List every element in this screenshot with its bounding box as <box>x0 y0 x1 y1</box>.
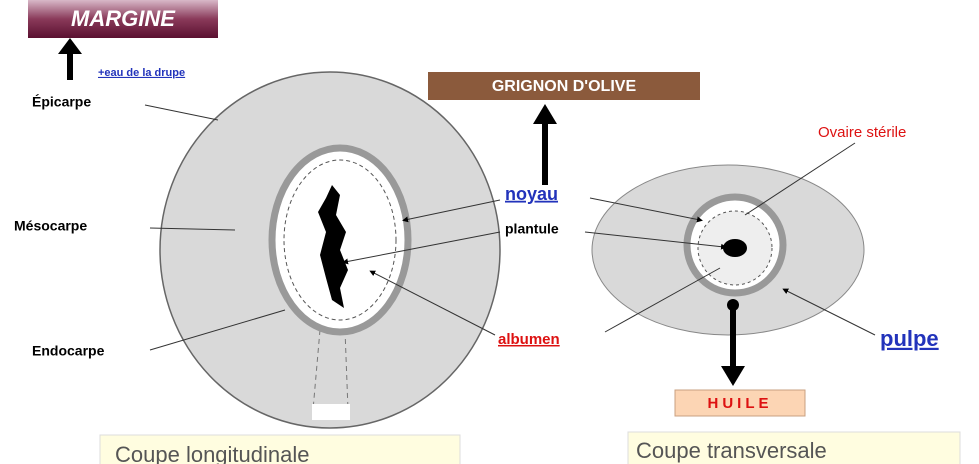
albumen-label: albumen <box>498 331 560 348</box>
arrow-head <box>533 104 557 124</box>
eau-label: +eau de la drupe <box>98 67 185 79</box>
endocarpe-label: Endocarpe <box>32 343 105 359</box>
epicarpe-label: Épicarpe <box>32 94 91 110</box>
grignon-label: GRIGNON D'OLIVE <box>492 78 637 95</box>
pulpe-label: pulpe <box>880 326 939 351</box>
plantule-label: plantule <box>505 221 559 237</box>
mesocarpe-label: Mésocarpe <box>14 218 87 234</box>
caption-transversal: Coupe transversale <box>636 438 827 463</box>
ovaire-label: Ovaire stérile <box>818 124 906 141</box>
pointer <box>145 105 218 120</box>
noyau-label: noyau <box>505 184 558 204</box>
caption-longitudinal: Coupe longitudinale <box>115 442 310 464</box>
plantule-dot <box>723 239 747 257</box>
arrow-head <box>58 38 82 54</box>
huile-label: HUILE <box>708 395 773 412</box>
canal-end <box>312 404 350 420</box>
margine-label: MARGINE <box>71 6 176 31</box>
diagram: MARGINE +eau de la drupe GRIGNON D'OLIVE… <box>0 0 979 464</box>
arrow-head <box>721 366 745 386</box>
